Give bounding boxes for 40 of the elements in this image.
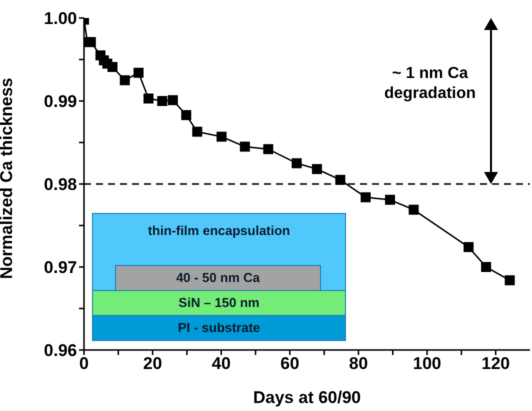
point (107, 62, 118, 72)
point (181, 110, 192, 120)
point (292, 158, 302, 168)
annotation: thin-film encapsulation (146, 223, 292, 238)
x-axis-title: Days at 60/90 (253, 388, 361, 407)
x-tick-label: 0 (79, 354, 89, 374)
point (335, 174, 346, 185)
y-axis-title: Normalized Ca thickness (0, 78, 16, 279)
point (481, 262, 492, 272)
y-tick-label: 0.97 (44, 258, 77, 278)
point (192, 126, 202, 137)
annotation: SiN – 150 nm (92, 290, 346, 316)
y-tick-label: 0.98 (44, 175, 77, 194)
point (120, 75, 130, 86)
point (312, 164, 322, 174)
point (168, 95, 178, 106)
point (464, 242, 474, 252)
point (240, 142, 250, 152)
annotation: 40 - 50 nm Ca (115, 265, 321, 291)
x-tick-label: 40 (212, 354, 231, 374)
x-tick-label: 60 (280, 354, 300, 374)
point (408, 204, 419, 215)
point (157, 96, 168, 106)
point (216, 132, 227, 142)
y-tick-label: 1.00 (44, 9, 77, 28)
x-tick-label: 80 (349, 354, 368, 374)
y-tick-label: 0.96 (44, 341, 77, 360)
point (144, 94, 154, 104)
point (134, 68, 144, 78)
x-tick-label: 20 (143, 354, 162, 374)
point (263, 144, 274, 154)
x-tick-label: 120 (482, 354, 510, 374)
annotation: ~ 1 nm Ca degradation (383, 64, 477, 104)
point (504, 275, 515, 286)
point (86, 37, 96, 48)
annotation: PI - substrate (92, 315, 346, 341)
y-tick-label: 0.99 (44, 92, 77, 112)
point (360, 192, 371, 202)
x-tick-label: 100 (412, 354, 442, 374)
point (385, 194, 396, 205)
